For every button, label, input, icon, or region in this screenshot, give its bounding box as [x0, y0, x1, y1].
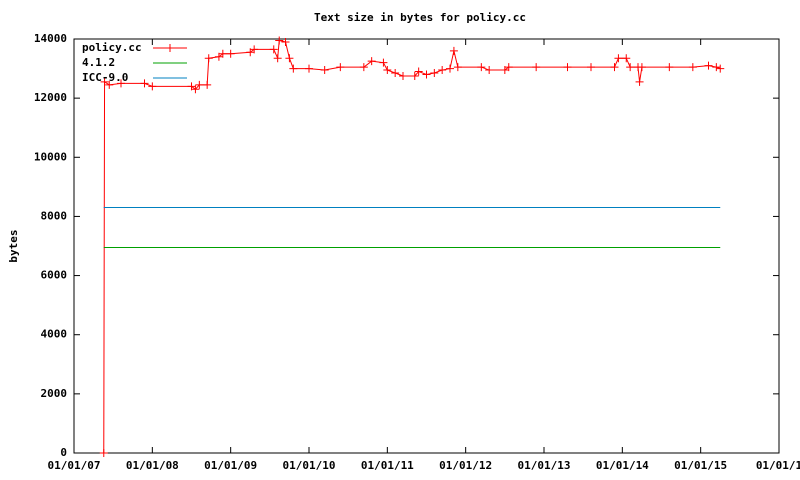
point-marker	[587, 63, 595, 72]
plot-border	[73, 38, 780, 454]
point-marker	[226, 49, 235, 58]
y-tick-label: 10000	[34, 150, 67, 163]
point-marker	[289, 64, 298, 73]
point-marker	[320, 66, 329, 75]
point-marker	[430, 69, 439, 78]
point-marker	[391, 69, 400, 78]
point-marker	[336, 63, 345, 72]
point-marker	[359, 63, 368, 72]
point-marker	[704, 61, 713, 70]
point-marker	[203, 80, 212, 89]
point-marker	[148, 82, 157, 91]
x-tick-label: 01/01/11	[361, 459, 414, 472]
y-tick-label: 8000	[41, 209, 68, 222]
chart-title: Text size in bytes for policy.cc	[314, 11, 526, 24]
x-tick-label: 01/01/13	[518, 459, 571, 472]
y-tick-label: 14000	[34, 32, 67, 45]
point-marker	[281, 37, 290, 46]
y-tick-label: 12000	[34, 91, 67, 104]
x-tick-label: 01/01/12	[439, 459, 492, 472]
point-marker	[410, 71, 419, 80]
point-marker	[269, 45, 278, 54]
point-marker	[712, 63, 721, 72]
x-tick-label: 01/01/07	[48, 459, 101, 472]
point-marker	[637, 63, 646, 72]
point-marker	[250, 45, 259, 54]
x-tick-label: 01/01/08	[126, 459, 179, 472]
point-marker	[273, 54, 282, 63]
legend-label: policy.cc	[82, 41, 142, 54]
point-marker	[367, 57, 376, 66]
point-marker	[446, 64, 454, 73]
point-marker	[414, 67, 423, 76]
point-marker	[100, 77, 109, 86]
legend-marker	[166, 44, 174, 52]
y-axis-label: bytes	[7, 229, 20, 262]
point-marker	[438, 66, 447, 75]
point-marker	[204, 54, 213, 63]
point-marker	[614, 54, 623, 63]
point-marker	[449, 46, 458, 55]
x-tick-label: 01/01/09	[204, 459, 257, 472]
legend-label: 4.1.2	[82, 56, 115, 69]
y-tick-label: 6000	[41, 269, 68, 282]
point-marker	[716, 64, 725, 73]
x-tick-label: 01/01/1	[756, 459, 800, 472]
point-marker	[665, 63, 674, 72]
point-marker	[399, 71, 407, 80]
x-tick-label: 01/01/15	[674, 459, 727, 472]
x-tick-label: 01/01/10	[283, 459, 336, 472]
point-marker	[191, 85, 200, 94]
point-marker	[275, 36, 284, 45]
legend-label: ICC-9.0	[82, 71, 128, 84]
point-marker	[485, 66, 494, 75]
point-marker	[99, 449, 108, 457]
point-marker	[305, 64, 313, 73]
point-marker	[195, 80, 204, 89]
point-marker	[532, 63, 541, 72]
point-marker	[379, 58, 388, 67]
point-marker	[140, 79, 149, 88]
point-marker	[622, 54, 631, 63]
y-tick-label: 4000	[41, 328, 68, 341]
point-marker	[563, 63, 572, 72]
series-line	[103, 39, 721, 454]
point-marker	[117, 79, 125, 88]
x-tick-label: 01/01/14	[596, 459, 649, 472]
point-marker	[635, 77, 644, 86]
point-marker	[626, 63, 635, 72]
y-tick-label: 0	[60, 446, 67, 459]
point-marker	[218, 49, 227, 58]
point-marker	[105, 80, 114, 89]
point-marker	[477, 63, 486, 72]
point-marker	[285, 54, 294, 63]
point-marker	[688, 63, 697, 72]
point-marker	[383, 66, 392, 75]
point-marker	[453, 63, 462, 72]
point-marker	[504, 63, 513, 72]
point-marker	[610, 63, 619, 72]
point-marker	[422, 70, 431, 79]
y-tick-label: 2000	[41, 387, 68, 400]
